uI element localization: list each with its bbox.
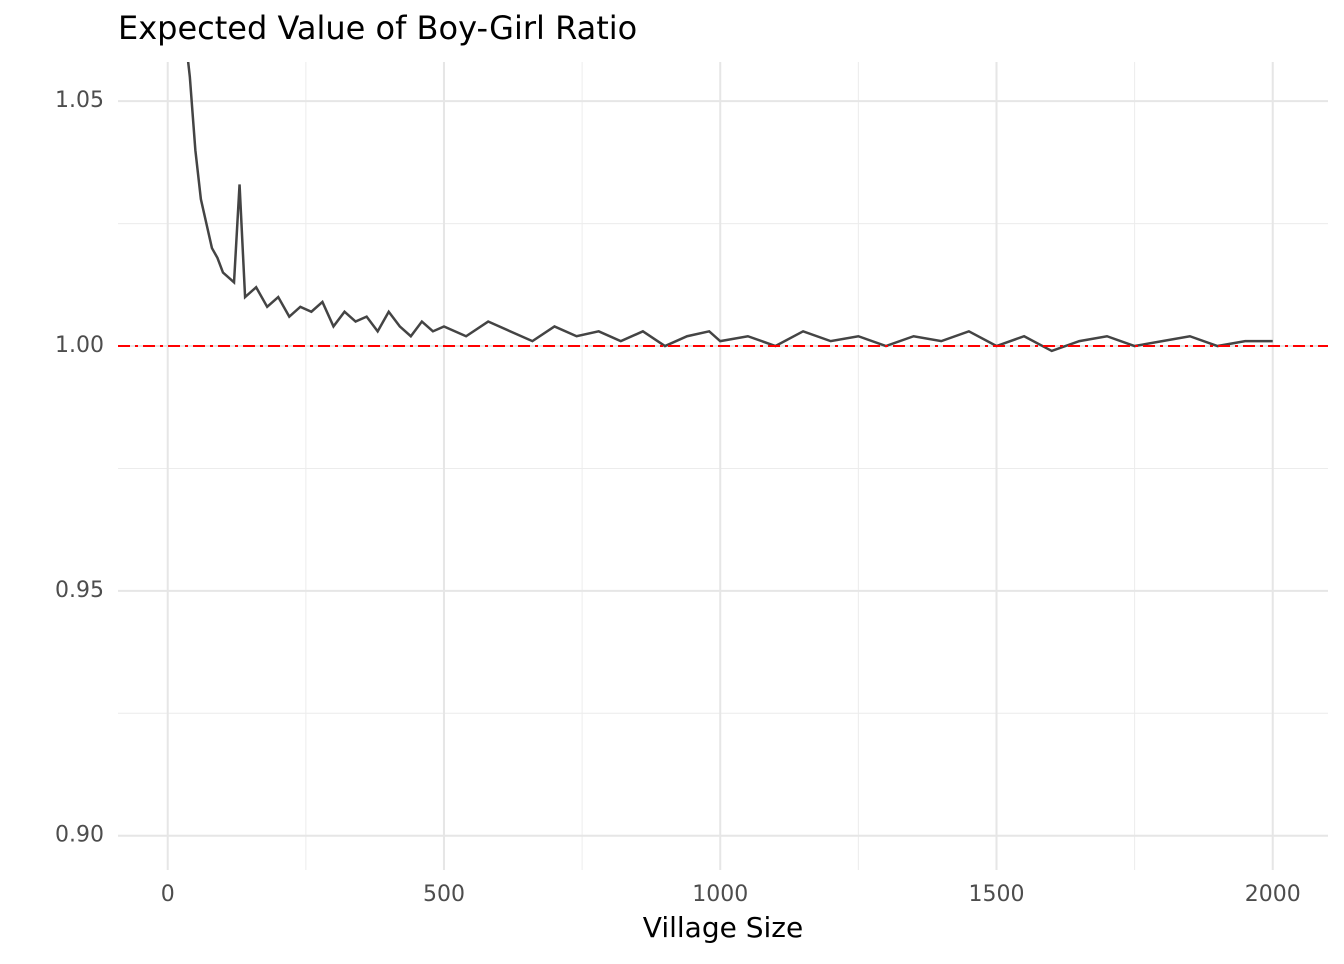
y-tick-label: 0.95 [55, 578, 104, 603]
y-tick-label: 1.05 [55, 88, 104, 113]
x-tick-label: 1500 [968, 882, 1024, 907]
x-tick-label: 500 [423, 882, 465, 907]
x-tick-label: 1000 [692, 882, 748, 907]
x-axis-label: Village Size [643, 911, 803, 944]
y-tick-label: 0.90 [55, 823, 104, 848]
chart-title: Expected Value of Boy-Girl Ratio [118, 9, 637, 47]
x-tick-label: 2000 [1245, 882, 1301, 907]
x-tick-label: 0 [161, 882, 175, 907]
y-tick-label: 1.00 [55, 333, 104, 358]
data-line [186, 62, 1273, 353]
